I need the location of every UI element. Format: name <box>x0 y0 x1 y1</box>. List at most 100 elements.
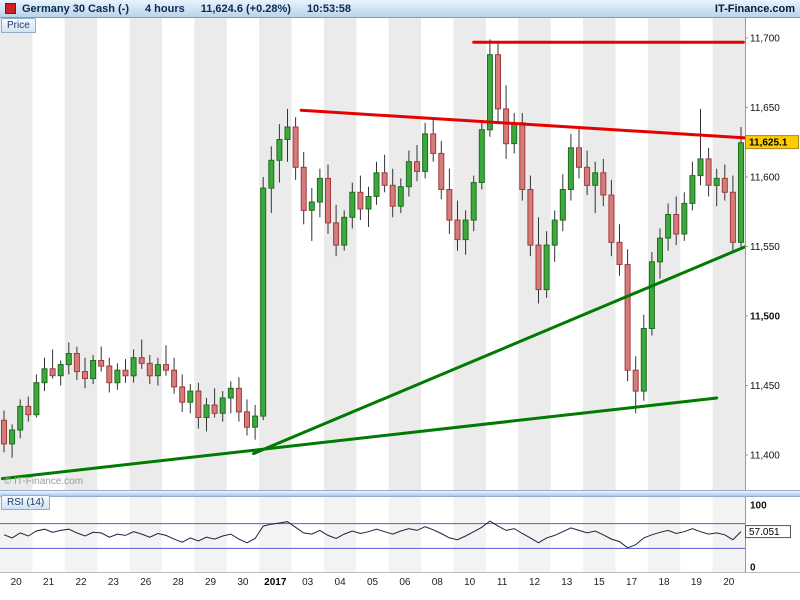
time-axis[interactable]: 20 21 22 23 26 28 29 30 2017 03 04 05 06 08 10 11 12 13 15… <box>0 572 800 592</box>
time-axis-label: 23 <box>108 577 120 588</box>
candle <box>519 122 526 190</box>
time-axis-label: 04 <box>335 577 347 588</box>
candle <box>381 172 388 186</box>
timeframe-label: 4 hours <box>144 2 185 15</box>
watermark: © IT-Finance.com <box>4 476 84 487</box>
title-bar: Germany 30 Cash (-) 4 hours 11,624.6 (+0… <box>0 0 800 18</box>
time-axis-label: 21 <box>43 577 55 588</box>
time-axis-label: 28 <box>173 577 185 588</box>
candle <box>632 369 639 392</box>
candle <box>90 360 97 380</box>
time-axis-label: 03 <box>302 577 314 588</box>
candle <box>738 142 744 243</box>
svg-text:57.051: 57.051 <box>749 527 780 538</box>
pane-splitter[interactable] <box>0 490 800 497</box>
candle <box>57 364 64 377</box>
candle <box>195 390 202 419</box>
price-axis-label: 11,700 <box>750 34 780 45</box>
support-shallow-line[interactable] <box>0 396 719 481</box>
last-price-change: 11,624.6 (+0.28%) <box>200 2 291 15</box>
candle <box>414 161 420 172</box>
candle <box>689 175 696 204</box>
candle <box>495 54 501 110</box>
candle <box>397 186 404 207</box>
svg-text:11,625.1: 11,625.1 <box>749 138 788 149</box>
price-axis-label: 11,500 <box>750 312 780 323</box>
candle <box>535 244 542 291</box>
candle <box>268 159 275 189</box>
candle <box>138 357 145 364</box>
candle <box>292 126 299 168</box>
time-axis-label: 06 <box>399 577 411 588</box>
candle <box>49 368 56 377</box>
candle <box>486 54 493 131</box>
candle <box>462 219 469 241</box>
candle <box>422 133 429 172</box>
support-steep-line[interactable] <box>252 243 751 456</box>
candle <box>657 237 663 263</box>
rsi-pane-tab[interactable]: RSI (14) <box>1 495 51 510</box>
price-axis-area[interactable] <box>745 18 800 490</box>
rsi-axis-label: 0 <box>750 563 756 573</box>
instrument-chart-icon <box>5 3 16 14</box>
candle <box>1 419 7 445</box>
candle <box>82 371 88 380</box>
candle <box>624 264 631 371</box>
candle <box>729 191 736 243</box>
candle <box>430 133 437 154</box>
candle <box>503 108 510 145</box>
rsi-axis-label: 100 <box>750 501 767 512</box>
candle <box>163 364 169 371</box>
rsi-line[interactable] <box>3 520 742 549</box>
candle <box>41 368 48 384</box>
candle <box>543 244 550 291</box>
price-pane-tab[interactable]: Price <box>1 18 36 33</box>
candle <box>308 201 315 211</box>
bottom-strip <box>0 592 800 600</box>
candle <box>9 429 16 445</box>
candle <box>673 214 680 235</box>
candle <box>260 187 267 417</box>
price-axis-label: 11,400 <box>750 451 780 462</box>
candle <box>705 158 712 186</box>
time-axis-label: 15 <box>594 577 606 588</box>
time-axis-label: 22 <box>75 577 87 588</box>
price-axis-label: 11,650 <box>750 103 780 114</box>
time-axis-label: 18 <box>658 577 670 588</box>
candle <box>470 182 477 221</box>
time-axis-label: 20 <box>723 577 735 588</box>
candle <box>227 387 234 399</box>
brand-link[interactable]: IT-Finance.com <box>714 2 795 15</box>
candle <box>608 194 615 243</box>
day-bands <box>0 497 745 572</box>
candle <box>73 353 80 373</box>
candle <box>341 216 348 246</box>
candle <box>357 191 364 210</box>
candle <box>179 386 186 403</box>
candle <box>349 191 356 218</box>
candle <box>551 219 558 246</box>
candle <box>325 177 331 224</box>
candle <box>244 411 250 428</box>
candle <box>98 360 105 367</box>
price-chart[interactable]: 11,700 11,650 11,600 11,550 11,500 11,450 11,4… <box>0 18 800 490</box>
candle <box>187 390 194 403</box>
resistance-descending-line[interactable] <box>299 108 751 140</box>
candle <box>454 219 461 241</box>
rsi-chart[interactable]: 100 0 57.051 <box>0 497 800 572</box>
time-axis-label: 29 <box>205 577 217 588</box>
candle <box>130 357 137 377</box>
time-axis-label: 30 <box>237 577 249 588</box>
price-axis-label: 11,600 <box>750 173 780 184</box>
candle <box>584 166 591 186</box>
time-axis-label: 12 <box>529 577 541 588</box>
candle <box>300 166 307 211</box>
candle <box>478 129 485 183</box>
candle <box>697 158 704 177</box>
candle <box>203 404 210 418</box>
time-axis-label: 19 <box>691 577 703 588</box>
candle <box>33 382 40 416</box>
candle <box>333 222 340 246</box>
candle <box>122 369 129 377</box>
candle <box>405 161 412 188</box>
